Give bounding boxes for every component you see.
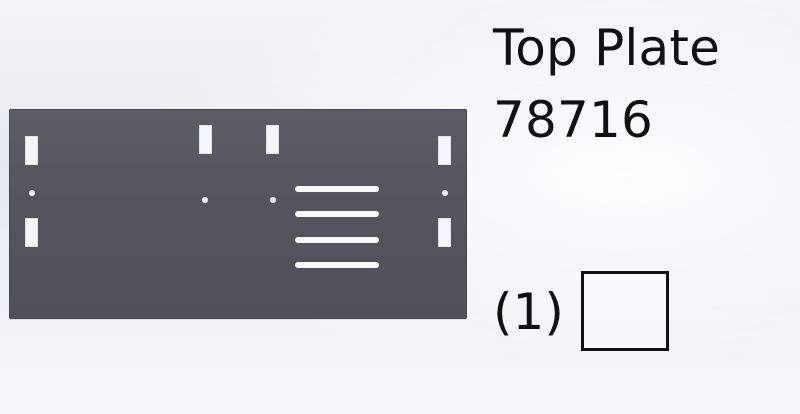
- vent-slot-2: [295, 211, 379, 217]
- quantity-checkbox[interactable]: [581, 271, 669, 351]
- mount-slot-left-top: [25, 136, 38, 165]
- mount-hole-right: [442, 190, 448, 196]
- part-number: 78716: [493, 91, 654, 149]
- mount-hole-left: [29, 190, 35, 196]
- mount-slot-right-top: [438, 136, 451, 165]
- mount-slot-center-right: [266, 125, 279, 154]
- vent-slot-3: [295, 237, 379, 243]
- part-title-block: Top Plate 78716: [493, 12, 783, 156]
- quantity-label: (1): [493, 283, 564, 341]
- top-plate-part: [9, 109, 467, 319]
- vent-slot-4: [295, 262, 379, 268]
- mount-slot-center-left: [199, 125, 212, 154]
- mount-hole-center-left: [202, 197, 208, 203]
- mount-hole-center-right: [270, 197, 276, 203]
- mount-slot-left-bottom: [25, 218, 38, 247]
- mount-slot-right-bottom: [438, 218, 451, 247]
- vent-slot-1: [295, 186, 379, 192]
- part-name: Top Plate: [493, 19, 721, 77]
